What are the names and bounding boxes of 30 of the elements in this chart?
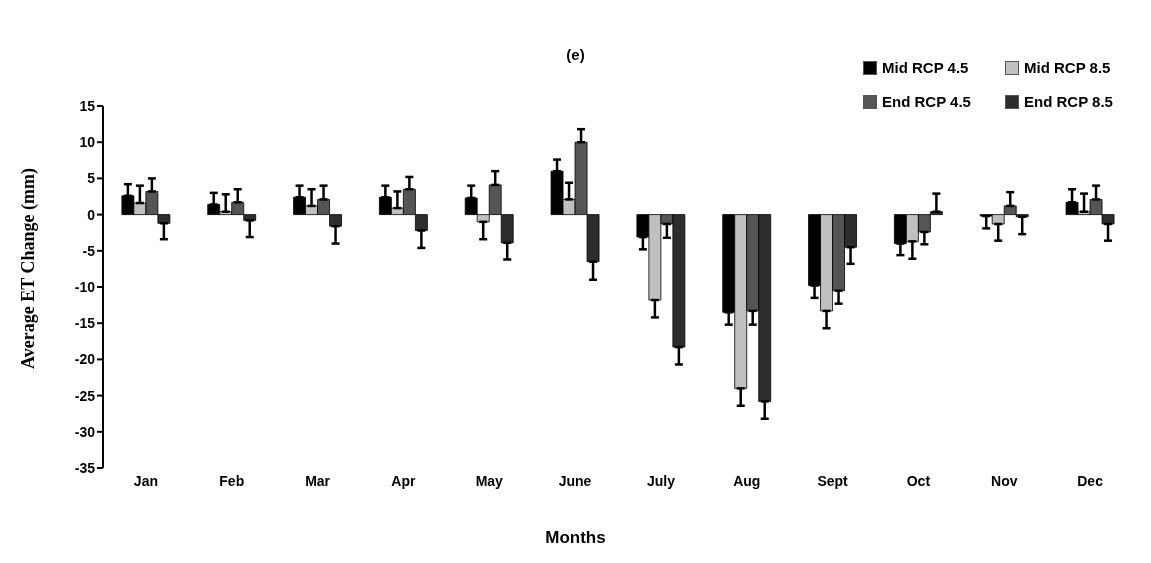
x-tick-label: Jan [133,472,158,489]
x-tick-label: June [558,472,592,489]
chart-title: (e) [566,46,585,63]
y-tick-label: 0 [87,206,96,223]
y-tick-label: -10 [74,278,96,295]
y-tick-label: -35 [74,459,96,476]
x-tick-label: Nov [991,472,1018,489]
y-tick-label: 10 [79,134,96,151]
y-tick-label: -5 [82,242,96,259]
x-tick-label: Mar [305,472,331,489]
x-axis-title: Months [544,528,607,548]
x-tick-label: Feb [219,472,245,489]
x-tick-label: Dec [1077,472,1104,489]
x-tick-label: May [475,472,504,489]
legend-label: Mid RCP 4.5 [882,59,969,76]
x-tick-label: Sept [817,472,849,489]
y-tick-label: -15 [74,315,96,332]
y-tick-label: 15 [79,97,96,114]
x-tick-label: Oct [906,472,931,489]
legend-label: End RCP 4.5 [882,93,971,110]
y-tick-label: -30 [74,423,96,440]
y-tick-label: 5 [87,170,96,187]
x-tick-label: Aug [733,472,761,489]
legend-label: End RCP 8.5 [1024,93,1113,110]
y-tick-label: -25 [74,387,96,404]
y-tick-label: -20 [74,351,96,368]
y-axis-title: Average ET Change (mm) [17,167,39,369]
x-tick-label: Apr [391,472,417,489]
x-tick-label: July [646,472,676,489]
legend-label: Mid RCP 8.5 [1024,59,1111,76]
